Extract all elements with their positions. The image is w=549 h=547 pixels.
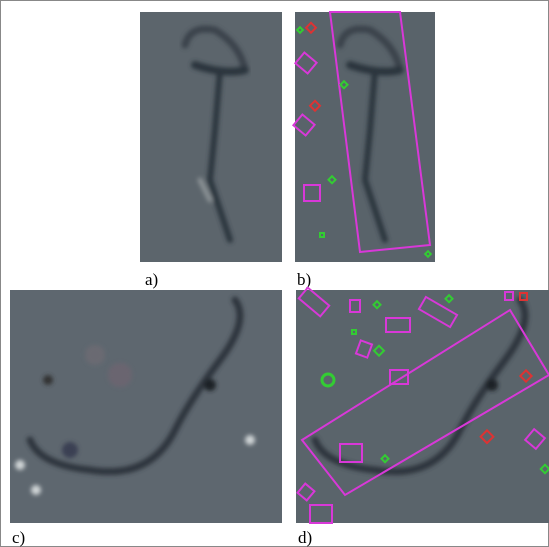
panel-d-image [296,288,549,523]
panel-a-image [140,12,282,262]
panel-label: c) [12,528,25,547]
panel-b-image [293,12,435,262]
panel-label: d) [298,528,312,547]
figure: a) b) [0,0,549,547]
panel-label: a) [145,270,158,289]
page: a) b) [0,0,549,547]
panel-label: b) [297,270,311,289]
panel-c-image [10,290,282,523]
